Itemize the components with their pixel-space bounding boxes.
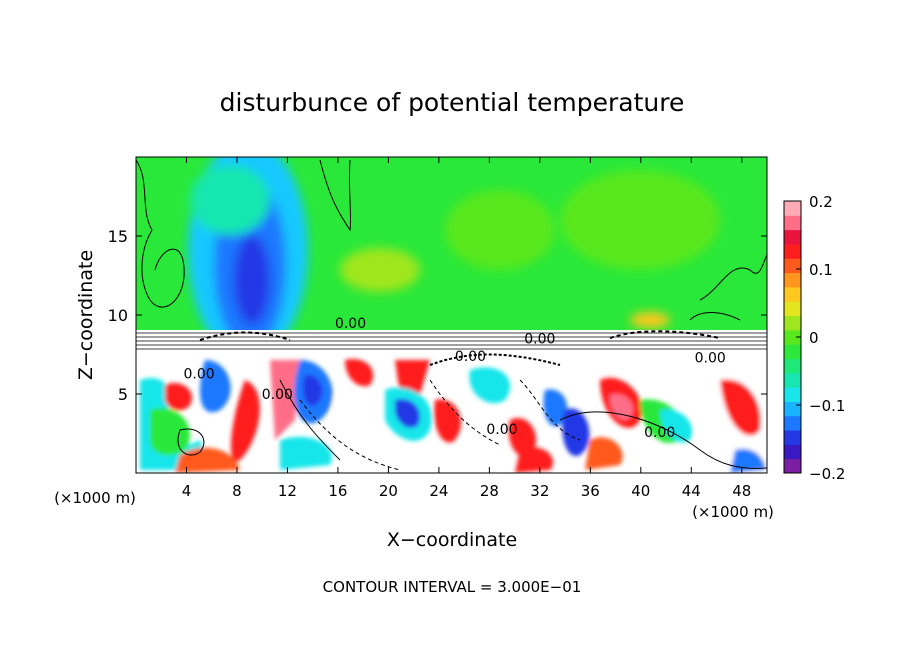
y-tick-label-0: 5 (118, 385, 128, 404)
colorbar-swatch-18 (784, 201, 801, 216)
colorbar-swatch-15 (784, 243, 801, 259)
colorbar-swatch-1 (784, 444, 801, 460)
x-tick-label-5: 24 (429, 482, 448, 500)
colorbar-swatch-11 (784, 301, 801, 317)
x-axis-ticks: 4 8 12 16 20 24 28 32 36 40 44 48 (182, 157, 751, 500)
colorbar-swatch-7 (784, 358, 801, 374)
colorbar-swatch-8 (784, 344, 801, 359)
heatmap-field (136, 157, 767, 473)
x-tick-label-8: 36 (581, 482, 600, 500)
colorbar-swatch-5 (784, 387, 801, 402)
colorbar-swatch-2 (784, 430, 801, 445)
x-unit-right: (×1000 m) (692, 503, 774, 521)
contour-label-6: 0.00 (486, 422, 517, 438)
x-tick-label-2: 12 (278, 482, 297, 500)
colorbar-label-3: −0.1 (809, 397, 845, 415)
contour-label-2: 0.00 (455, 349, 486, 365)
contour-label-1: 0.00 (524, 332, 555, 348)
colorbar-swatch-16 (784, 229, 801, 245)
x-tick-label-0: 4 (182, 482, 192, 500)
contour-label-0: 0.00 (335, 316, 366, 332)
colorbar-swatch-13 (784, 272, 801, 288)
x-tick-label-6: 28 (480, 482, 499, 500)
colorbar-swatch-12 (784, 286, 801, 302)
x-tick-label-4: 20 (379, 482, 398, 500)
contour-interval-note: CONTOUR INTERVAL = 3.000E−01 (323, 578, 582, 596)
contour-label-4: 0.00 (184, 366, 215, 382)
colorbar-swatch-17 (784, 215, 801, 231)
contour-label-7: 0.00 (644, 425, 675, 441)
colorbar-swatch-4 (784, 401, 801, 417)
colorbar-swatch-6 (784, 372, 801, 388)
colorbar-swatch-10 (784, 315, 801, 331)
colorbar: 0.2 0.1 0 −0.1 −0.2 (783, 193, 845, 483)
colorbar-label-1: 0.1 (809, 261, 833, 279)
colorbar-swatch-0 (784, 458, 801, 474)
y-axis-label: Z−coordinate (75, 250, 97, 380)
colorbar-label-0: 0.2 (809, 193, 833, 211)
colorbar-swatch-14 (784, 258, 801, 274)
colorbar-label-2: 0 (809, 329, 819, 347)
chart-title: disturbunce of potential temperature (220, 88, 685, 117)
y-tick-label-1: 10 (108, 306, 128, 325)
x-tick-label-10: 44 (682, 482, 701, 500)
colorbar-label-4: −0.2 (809, 465, 845, 483)
x-tick-label-11: 48 (732, 482, 751, 500)
x-tick-label-1: 8 (232, 482, 242, 500)
contour-lines (136, 159, 767, 471)
x-tick-label-7: 32 (530, 482, 549, 500)
y-tick-label-2: 15 (108, 227, 128, 246)
contour-label-3: 0.00 (695, 351, 726, 367)
y-axis-ticks: 5 10 15 (108, 227, 767, 404)
contour-label-layer: 0.00 0.00 0.00 0.00 0.00 0.00 0.00 0.00 (184, 316, 726, 441)
x-tick-label-9: 40 (631, 482, 650, 500)
contour-label-5: 0.00 (262, 387, 293, 403)
x-axis-label: X−coordinate (387, 529, 517, 551)
colorbar-swatch-9 (784, 329, 801, 345)
x-tick-label-3: 16 (328, 482, 347, 500)
colorbar-swatch-3 (784, 415, 801, 431)
x-unit-left: (×1000 m) (54, 489, 136, 507)
